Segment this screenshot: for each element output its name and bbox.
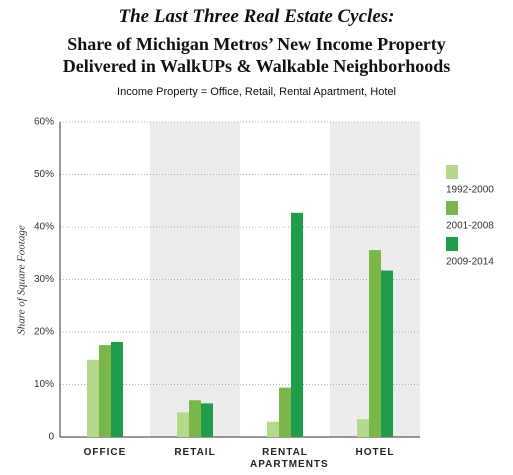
bar — [381, 270, 393, 437]
bar — [357, 419, 369, 437]
y-tick-label: 50% — [34, 169, 54, 180]
bar — [111, 341, 123, 437]
chart-title: The Last Three Real Estate Cycles: — [118, 6, 395, 27]
y-tick-label: 20% — [34, 327, 54, 338]
x-tick-label: RENTAL APARTMENTS — [250, 447, 329, 470]
y-tick-label: 0 — [48, 432, 54, 443]
legend-swatch — [446, 165, 458, 179]
y-axis-label: Share of Square Footage — [16, 225, 28, 335]
x-tick-label: HOTEL — [355, 447, 395, 458]
legend-label: 1992-2000 — [446, 185, 494, 196]
bar — [267, 421, 279, 437]
y-tick-label: 30% — [34, 274, 54, 285]
bar — [189, 400, 201, 437]
bar — [279, 387, 291, 437]
chart-note: Income Property = Office, Retail, Rental… — [117, 86, 396, 98]
x-tick-label: RETAIL — [174, 447, 216, 458]
legend-swatch — [446, 201, 458, 215]
bar — [99, 345, 111, 437]
chart-subtitle: Share of Michigan Metros’ New Income Pro… — [67, 34, 446, 54]
legend-swatch — [446, 237, 458, 251]
y-tick-label: 10% — [34, 379, 54, 390]
y-tick-label: 40% — [34, 222, 54, 233]
bar — [87, 359, 99, 437]
legend-label: 2009-2014 — [446, 257, 494, 268]
bar — [291, 212, 303, 437]
bar — [201, 403, 213, 437]
chart-subtitle: Delivered in WalkUPs & Walkable Neighbor… — [62, 56, 451, 76]
x-tick-label: OFFICE — [83, 447, 127, 458]
y-tick-label: 60% — [34, 117, 54, 128]
bar — [177, 412, 189, 437]
legend-label: 2001-2008 — [446, 221, 494, 232]
bar — [369, 250, 381, 437]
